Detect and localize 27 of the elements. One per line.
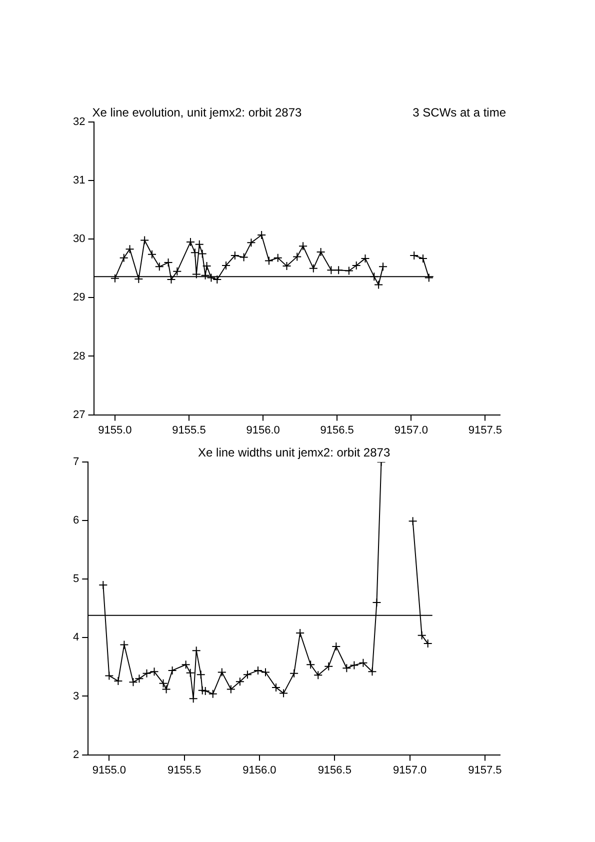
y-tick-label: 28 (72, 350, 86, 362)
x-tick-label: 9156.0 (246, 424, 280, 436)
y-tick-label: 29 (72, 292, 86, 304)
y-tick-label: 30 (72, 233, 86, 246)
chart-title: Xe line evolution, unit jemx2: orbit 2873 (92, 105, 302, 120)
x-tick-label: 9155.5 (172, 424, 206, 436)
x-tick-label: 9155.0 (92, 764, 126, 776)
x-tick-label: 9157.5 (468, 764, 502, 776)
y-tick-label: 5 (72, 573, 80, 586)
x-tick-label: 9157.0 (394, 424, 428, 436)
y-tick-label: 6 (72, 514, 80, 527)
x-tick-label: 9155.5 (167, 764, 202, 776)
y-tick-label: 27 (72, 408, 86, 421)
y-tick-label: 7 (72, 456, 80, 468)
y-tick-label: 31 (72, 174, 86, 187)
y-tick-label: 4 (72, 632, 80, 644)
x-tick-label: 9156.5 (318, 764, 352, 776)
y-tick-label: 3 (72, 690, 80, 702)
x-tick-label: 9156.0 (242, 764, 276, 776)
chart-title: Xe line widths unit jemx2: orbit 2873 (198, 445, 390, 460)
chart-subtitle: 3 SCWs at a time (412, 105, 506, 120)
y-tick-label: 32 (72, 116, 86, 128)
x-tick-label: 9157.5 (468, 424, 502, 436)
x-tick-label: 9155.0 (98, 424, 132, 436)
x-tick-label: 9156.5 (320, 424, 354, 436)
x-tick-label: 9157.0 (392, 764, 427, 776)
y-tick-label: 2 (72, 748, 80, 761)
